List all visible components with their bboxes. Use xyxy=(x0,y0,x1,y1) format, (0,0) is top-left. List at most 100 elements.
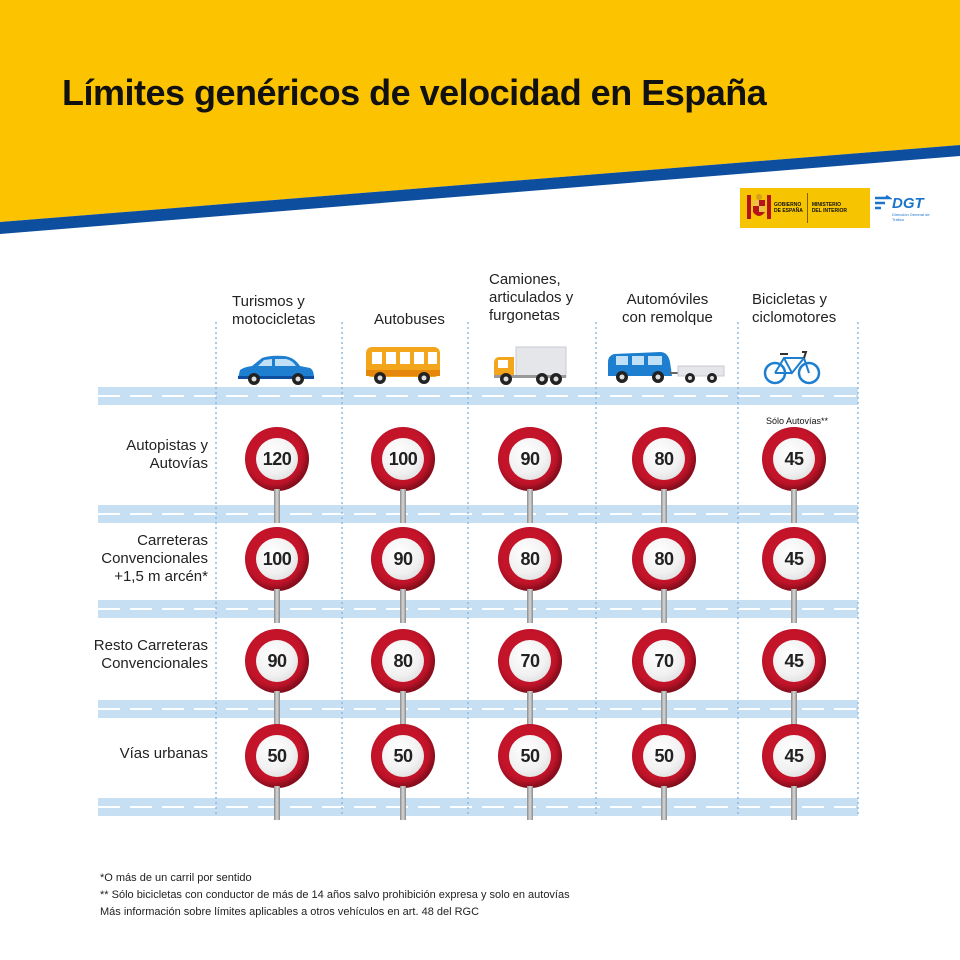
dgt-subtitle: Dirección General de Tráfico xyxy=(892,211,930,222)
dgt-arrow-icon xyxy=(875,195,892,210)
column-header-line: Automóviles xyxy=(626,291,709,308)
speed-limit-sign: 70 xyxy=(632,629,696,725)
gobierno-text: GOBIERNO DE ESPAÑA xyxy=(774,202,803,214)
row-label-line: Autopistas y xyxy=(126,437,208,454)
gobierno-logo: GOBIERNO DE ESPAÑA MINISTERIO DEL INTERI… xyxy=(740,188,870,228)
banner-blue-stripe xyxy=(0,145,960,234)
speed-limit-value: 45 xyxy=(784,745,804,766)
speed-limit-sign: 50 xyxy=(632,724,696,820)
speed-limit-sign: 120 xyxy=(245,427,309,523)
speed-limit-value: 120 xyxy=(262,448,292,469)
row-label-line: Carreteras xyxy=(137,532,208,549)
speed-limit-value: 50 xyxy=(520,745,540,766)
banner-yellow xyxy=(0,0,960,222)
speed-limit-sign: 100 xyxy=(245,527,309,623)
column-header-line: Camiones, xyxy=(489,271,561,288)
speed-limit-value: 80 xyxy=(654,548,674,569)
column-header-remolque: Automóviles con remolque xyxy=(622,291,713,327)
speed-limit-value: 50 xyxy=(267,745,287,766)
speed-limit-value: 80 xyxy=(654,448,674,469)
speed-limit-value: 100 xyxy=(388,448,418,469)
speed-limit-value: 90 xyxy=(267,650,287,671)
speed-limit-value: 80 xyxy=(520,548,540,569)
speed-limit-sign: 45 xyxy=(762,724,826,820)
speed-limit-sign: 100 xyxy=(371,427,435,523)
row-label-line: Convencionales xyxy=(101,550,208,567)
row-label-autopistas: Autopistas y Autovías xyxy=(126,437,208,473)
logo-bar: GOBIERNO DE ESPAÑA MINISTERIO DEL INTERI… xyxy=(740,188,942,228)
road-band xyxy=(98,700,858,718)
footnote: *O más de un carril por sentido xyxy=(100,872,252,884)
speed-limit-sign: 45 xyxy=(762,527,826,623)
road-band xyxy=(98,600,858,618)
speed-limit-sign: 80 xyxy=(498,527,562,623)
column-header-line: articulados y xyxy=(489,289,574,306)
speed-limit-value: 45 xyxy=(784,650,804,671)
speed-limit-value: 70 xyxy=(654,650,674,671)
speed-limit-value: 100 xyxy=(262,548,292,569)
row-label-line: Vías urbanas xyxy=(119,745,208,762)
column-header-camiones: Camiones, articulados y furgonetas xyxy=(489,271,573,325)
column-header-line: furgonetas xyxy=(489,307,560,324)
gobierno-line1: GOBIERNO xyxy=(774,202,802,208)
speed-limit-sign: 90 xyxy=(245,629,309,725)
road-band xyxy=(98,505,858,523)
column-header-bicicletas: Bicicletas y ciclomotores xyxy=(752,291,836,327)
coat-of-arms-icon xyxy=(747,194,771,219)
note-solo-autovias: Sólo Autovías** xyxy=(766,416,829,426)
bus-icon xyxy=(366,347,440,384)
row-label-line: Autovías xyxy=(149,455,208,472)
bicycle-icon xyxy=(763,351,821,385)
speed-limit-sign: 80 xyxy=(632,427,696,523)
row-label-line: +1,5 m arcén* xyxy=(114,568,208,585)
page-title: Límites genéricos de velocidad en España xyxy=(62,72,767,113)
gobierno-line2: DE ESPAÑA xyxy=(774,208,803,214)
speed-limit-sign: 80 xyxy=(371,629,435,725)
road-grid xyxy=(98,322,859,816)
row-label-line: Resto Carreteras xyxy=(93,637,208,654)
speed-limit-value: 45 xyxy=(784,548,804,569)
row-label-resto-carreteras: Resto Carreteras Convencionales xyxy=(94,637,208,673)
speed-limit-value: 45 xyxy=(784,448,804,469)
speed-limit-sign: 45 xyxy=(762,629,826,725)
speed-limit-sign: 70 xyxy=(498,629,562,725)
road-band xyxy=(98,387,858,405)
speed-limit-value: 70 xyxy=(520,650,540,671)
logo-separator xyxy=(806,193,808,223)
dgt-text: DGT xyxy=(892,194,924,212)
column-header-turismos: Turismos y motocicletas xyxy=(232,293,315,329)
road-band xyxy=(98,798,858,816)
car-icon xyxy=(238,355,314,385)
truck-icon xyxy=(494,346,567,385)
row-label-carreteras-convencionales: Carreteras Convencionales +1,5 m arcén* xyxy=(101,532,208,586)
column-header-line: Bicicletas y xyxy=(752,291,828,308)
car-trailer-icon xyxy=(608,352,725,383)
footnote: Más información sobre límites aplicables… xyxy=(100,906,480,918)
speed-limit-value: 90 xyxy=(393,548,413,569)
speed-limit-sign: 90 xyxy=(371,527,435,623)
speed-limit-sign: 50 xyxy=(371,724,435,820)
row-label-vias-urbanas: Vías urbanas xyxy=(120,745,208,763)
footnotes: *O más de un carril por sentido ** Sólo … xyxy=(100,870,570,921)
column-header-line: ciclomotores xyxy=(752,309,837,326)
speed-limit-sign: 45 xyxy=(762,427,826,523)
speed-limit-sign: 80 xyxy=(632,527,696,623)
column-header-line: con remolque xyxy=(622,309,713,326)
ministerio-text: MINISTERIO DEL INTERIOR xyxy=(812,202,847,214)
speed-limit-sign: 90 xyxy=(498,427,562,523)
speed-limit-sign: 50 xyxy=(498,724,562,820)
speed-limit-value: 50 xyxy=(654,745,674,766)
speed-limit-value: 50 xyxy=(393,745,413,766)
ministerio-line2: DEL INTERIOR xyxy=(811,208,848,214)
speed-limit-value: 80 xyxy=(393,650,413,671)
column-header-autobuses: Autobuses xyxy=(374,311,445,329)
speed-limit-sign: 50 xyxy=(245,724,309,820)
footnote: ** Sólo bicicletas con conductor de más … xyxy=(100,889,570,901)
column-header-line: Turismos y xyxy=(232,293,305,310)
ministerio-line1: MINISTERIO xyxy=(811,202,841,208)
speed-limit-value: 90 xyxy=(520,448,540,469)
column-header-line: motocicletas xyxy=(232,311,316,328)
dgt-logo: DGT Dirección General de Tráfico xyxy=(874,195,942,222)
column-header-line: Autobuses xyxy=(374,311,445,328)
